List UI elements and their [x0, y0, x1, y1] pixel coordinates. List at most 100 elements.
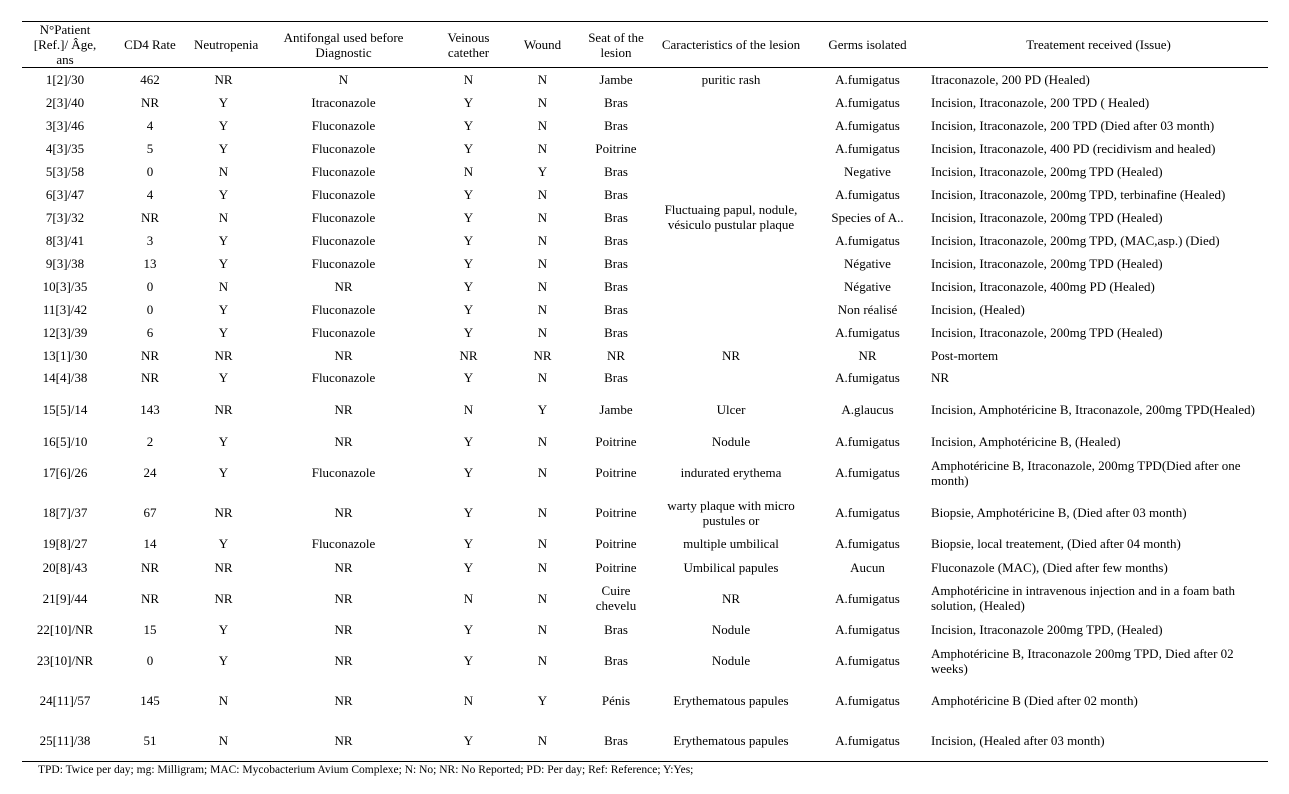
cell-lesion-characteristics [652, 367, 810, 389]
cell-veinous-catheter: Y [463, 117, 474, 133]
cell-cd4-rate: NR [140, 590, 160, 606]
cell-cd4-rate: 5 [146, 140, 154, 156]
cell-cd4-rate: NR [140, 347, 160, 363]
cell-patient-ref-age: 9[3]/38 [45, 255, 85, 271]
cell-germs-isolated: A.fumigatus [835, 536, 900, 551]
cell-cd4-rate: 67 [143, 505, 157, 520]
cell-wound: N [537, 733, 548, 749]
cell-treatment: Incision, Itraconazole, 200 TPD ( Healed… [931, 94, 1150, 110]
table-row: 20[8]/43 NR NR NR Y N Poitrine Umbilical papule… [22, 556, 1268, 579]
cell-germs-isolated: A.fumigatus [835, 232, 900, 248]
cell-antifungal: Fluconazole [311, 117, 376, 133]
table-row: 6[3]/47 4 Y Fluconazole Y N Bras A.fumigatus Inc… [22, 183, 1268, 206]
table-row: 4[3]/35 5 Y Fluconazole Y N Poitrine A.fumigatu… [22, 137, 1268, 160]
cell-patient-ref-age: 7[3]/32 [45, 209, 85, 225]
cell-treatment: Itraconazole, 200 PD (Healed) [931, 71, 1090, 87]
cell-antifungal: Fluconazole [311, 163, 376, 179]
cell-patient-ref-age: 2[3]/40 [45, 94, 85, 110]
cell-neutropenia: N [218, 209, 229, 225]
table-row: 11[3]/42 0 Y Fluconazole Y N Bras Non réalisé In… [22, 298, 1268, 321]
cell-germs-isolated: Négative [844, 278, 891, 294]
cell-lesion-seat: Bras [604, 186, 628, 202]
cell-veinous-catheter: Y [463, 465, 474, 480]
cell-veinous-catheter: Y [463, 232, 474, 248]
cell-treatment: Amphotéricine in intravenous injection a… [931, 583, 1235, 613]
cell-germs-isolated: A.fumigatus [835, 465, 900, 480]
cell-veinous-catheter: Y [463, 733, 474, 749]
cell-neutropenia: N [218, 163, 229, 179]
cell-neutropenia: Y [218, 186, 229, 202]
cell-cd4-rate: 0 [146, 278, 154, 294]
cell-cd4-rate: 3 [146, 232, 154, 248]
cell-antifungal: NR [334, 653, 353, 668]
cell-lesion-seat: Bras [604, 653, 628, 668]
cell-antifungal: NR [334, 693, 353, 708]
cell-neutropenia: Y [218, 140, 229, 156]
cell-cd4-rate: 462 [140, 71, 160, 87]
cell-antifungal: N [338, 71, 349, 87]
cell-neutropenia: Y [218, 370, 229, 385]
cell-cd4-rate: 51 [143, 733, 157, 749]
cell-lesion-seat: Bras [604, 370, 628, 385]
cell-antifungal: Fluconazole [311, 465, 376, 480]
cell-patient-ref-age: 15[5]/14 [42, 402, 88, 417]
cell-lesion-seat: Pénis [601, 693, 631, 708]
cell-neutropenia: NR [214, 559, 233, 575]
cell-veinous-catheter: Y [463, 536, 474, 551]
cell-veinous-catheter: Y [463, 186, 474, 202]
cell-cd4-rate: 143 [140, 402, 160, 417]
cell-neutropenia: Y [218, 255, 229, 271]
cell-veinous-catheter: N [463, 402, 474, 417]
cell-cd4-rate: 4 [146, 186, 154, 202]
cell-cd4-rate: NR [140, 559, 160, 575]
cell-wound: N [537, 505, 548, 520]
cell-lesion-seat: Poitrine [595, 536, 637, 551]
cell-veinous-catheter: Y [463, 433, 474, 449]
cell-patient-ref-age: 8[3]/41 [45, 232, 85, 248]
cell-lesion-seat: Bras [604, 209, 628, 225]
cell-patient-ref-age: 10[3]/35 [42, 278, 88, 294]
cell-neutropenia: Y [218, 301, 229, 317]
table-row: 25[11]/38 51 N NR Y N Bras Erythematous papules… [22, 721, 1268, 762]
cell-lesion-characteristics: Nodule [711, 621, 751, 637]
table-row: 23[10]/NR 0 Y NR Y N Bras Nodule A.fumigatus Amph… [22, 641, 1268, 681]
cell-neutropenia: N [218, 693, 229, 708]
cell-neutropenia: NR [214, 590, 233, 606]
cell-neutropenia: Y [218, 621, 229, 637]
cell-treatment: Incision, Itraconazole, 200 TPD (Died af… [931, 117, 1215, 133]
cell-germs-isolated: A.fumigatus [835, 733, 900, 749]
cell-veinous-catheter: Y [463, 278, 474, 294]
cell-wound: N [537, 621, 548, 637]
table-row: 18[7]/37 67 NR NR Y N Poitrine warty plaque wit… [22, 494, 1268, 532]
cell-antifungal: NR [334, 505, 353, 520]
cell-patient-ref-age: 23[10]/NR [36, 653, 94, 668]
cell-veinous-catheter: N [463, 163, 474, 179]
cell-antifungal: Fluconazole [311, 232, 376, 248]
column-header-germs-isolated: Germs isolated [828, 37, 907, 52]
cell-treatment: Incision, Itraconazole 200mg TPD, (Heale… [931, 621, 1163, 637]
cell-patient-ref-age: 14[4]/38 [42, 370, 88, 385]
cell-antifungal: Fluconazole [311, 140, 376, 156]
cell-lesion-seat: NR [606, 347, 626, 363]
cell-cd4-rate: 4 [146, 117, 154, 133]
table-row: 22[10]/NR 15 Y NR Y N Bras Nodule A.fumigatus Inc… [22, 618, 1268, 641]
cell-veinous-catheter: Y [463, 255, 474, 271]
cell-germs-isolated: A.fumigatus [835, 71, 900, 87]
cell-treatment: Fluconazole (MAC), (Died after few month… [931, 559, 1168, 575]
cell-wound: N [537, 94, 548, 110]
cell-neutropenia: NR [214, 505, 233, 520]
cell-cd4-rate: NR [140, 94, 160, 110]
cell-lesion-seat: Poitrine [595, 559, 637, 575]
cell-treatment: Biopsie, Amphotéricine B, (Died after 03… [931, 505, 1187, 520]
cell-wound: N [537, 301, 548, 317]
cell-neutropenia: Y [218, 232, 229, 248]
column-header-patient-ref-age: N°Patient [Ref.]/ Âge, ans [33, 22, 97, 67]
cell-cd4-rate: 6 [146, 324, 154, 340]
cell-lesion-characteristics: Umbilical papules [683, 559, 779, 575]
cell-wound: N [537, 117, 548, 133]
cell-patient-ref-age: 19[8]/27 [42, 536, 88, 551]
cell-treatment: Incision, (Healed) [931, 301, 1025, 317]
cell-lesion-seat: Poitrine [595, 505, 637, 520]
cell-antifungal: NR [334, 590, 353, 606]
cell-germs-isolated: A.fumigatus [835, 186, 900, 202]
